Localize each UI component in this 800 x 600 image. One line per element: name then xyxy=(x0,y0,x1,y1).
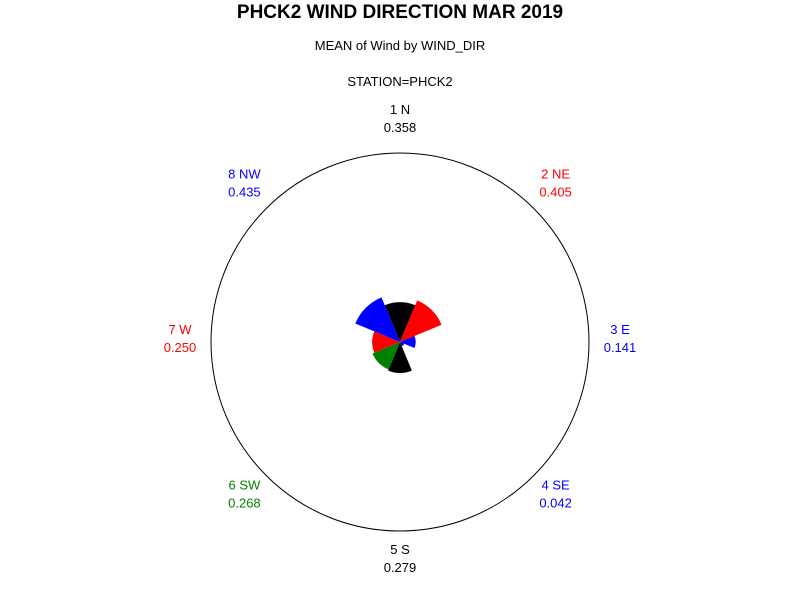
direction-value-6-sw: 0.268 xyxy=(228,496,261,511)
direction-label-5-s: 5 S xyxy=(390,542,410,557)
chart-subtitle: MEAN of Wind by WIND_DIR xyxy=(315,38,485,53)
direction-value-2-ne: 0.405 xyxy=(539,184,572,199)
direction-label-8-nw: 8 NW xyxy=(228,166,261,181)
sector-8-nw xyxy=(355,297,400,342)
direction-labels: 1 N 0.358 2 NE 0.405 3 E 0.141 4 SE 0.042 5 S 0.2… xyxy=(164,102,637,575)
sector-1-n xyxy=(384,302,416,342)
sector-5-s xyxy=(388,342,412,374)
chart-title: PHCK2 WIND DIRECTION MAR 2019 xyxy=(237,2,563,23)
direction-label-1-n: 1 N xyxy=(390,102,410,117)
station-label: STATION=PHCK2 xyxy=(347,74,452,89)
direction-label-2-ne: 2 NE xyxy=(541,166,570,181)
sector-7-w xyxy=(372,331,400,353)
direction-value-7-w: 0.250 xyxy=(164,340,197,355)
sector-group xyxy=(355,297,442,374)
direction-label-4-se: 4 SE xyxy=(542,478,571,493)
direction-label-7-w: 7 W xyxy=(168,322,192,337)
direction-value-4-se: 0.042 xyxy=(539,496,572,511)
direction-value-3-e: 0.141 xyxy=(604,340,637,355)
direction-value-5-s: 0.279 xyxy=(384,560,417,575)
direction-value-1-n: 0.358 xyxy=(384,120,417,135)
sector-2-ne xyxy=(400,300,442,342)
direction-label-6-sw: 6 SW xyxy=(229,478,262,493)
sector-6-sw xyxy=(372,342,400,370)
direction-value-8-nw: 0.435 xyxy=(228,184,261,199)
direction-label-3-e: 3 E xyxy=(610,322,630,337)
outer-circle xyxy=(210,152,590,532)
sector-3-e xyxy=(400,336,416,348)
sector-4-se xyxy=(400,342,405,347)
